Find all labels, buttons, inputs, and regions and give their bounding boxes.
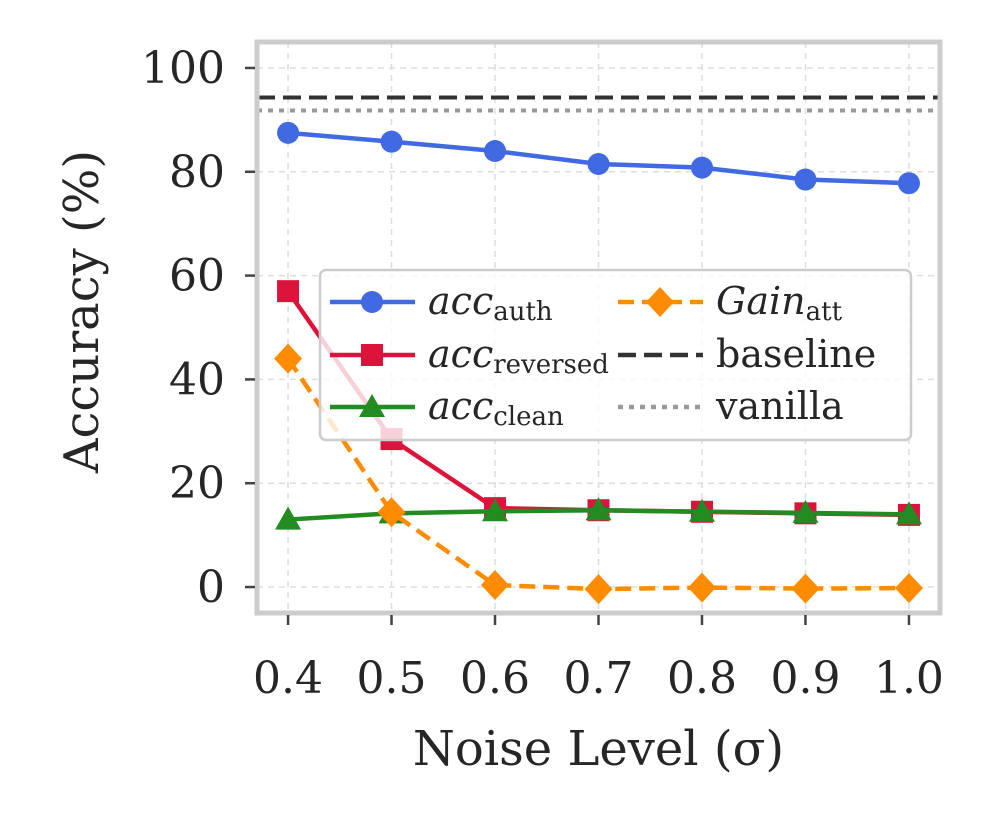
x-tick-label-0: 0.4 xyxy=(253,653,323,704)
gain-att-point-2 xyxy=(481,569,510,600)
x-axis-title: Noise Level (σ) xyxy=(413,721,784,777)
gain-att-point-3 xyxy=(584,574,613,605)
y-tick-label-1: 20 xyxy=(169,458,225,509)
acc-reversed-point-0 xyxy=(277,280,300,303)
y-tick-label-2: 40 xyxy=(169,354,225,405)
acc-clean-point-4 xyxy=(688,498,715,522)
y-tick-label-3: 60 xyxy=(169,251,225,302)
gain-att-point-1 xyxy=(377,497,406,528)
legend-entry-acc-reversed: accreversed xyxy=(330,332,609,380)
y-tick-label-0: 0 xyxy=(197,562,225,613)
legend-label-acc-clean: accclean xyxy=(428,384,564,432)
x-tick-label-1: 0.5 xyxy=(357,653,427,704)
series-acc-auth xyxy=(277,121,920,195)
gain-att-point-4 xyxy=(687,572,716,603)
acc-auth-point-2 xyxy=(484,140,507,163)
legend-label-baseline: baseline xyxy=(716,332,876,376)
acc-auth-point-5 xyxy=(794,168,817,191)
legend-label-vanilla: vanilla xyxy=(715,384,844,428)
acc-auth-point-0 xyxy=(277,121,300,144)
y-axis-title: Accuracy (%) xyxy=(54,150,110,474)
legend-entry-baseline: baseline xyxy=(618,332,876,376)
acc-auth-point-4 xyxy=(690,156,713,179)
y-tick-label-4: 80 xyxy=(169,147,225,198)
x-tick-label-2: 0.6 xyxy=(460,653,530,704)
legend-marker-acc-auth xyxy=(361,291,383,313)
acc-auth-point-6 xyxy=(897,172,920,195)
acc-auth-point-1 xyxy=(380,130,403,153)
x-tick-label-6: 1.0 xyxy=(874,653,944,704)
x-tick-label-4: 0.8 xyxy=(667,653,737,704)
plot-frame xyxy=(254,39,943,616)
y-axis-ticks: 0 20 40 60 80 100 xyxy=(141,43,255,613)
acc-clean-point-2 xyxy=(482,498,509,522)
legend-marker-acc-clean xyxy=(359,394,385,417)
acc-auth-point-3 xyxy=(587,152,610,175)
acc-clean-point-6 xyxy=(895,501,922,525)
x-tick-label-5: 0.9 xyxy=(770,653,840,704)
gain-att-point-0 xyxy=(274,343,303,374)
legend-entry-gain-att: Gainatt xyxy=(618,279,843,327)
legend-label-acc-auth: accauth xyxy=(428,279,553,327)
reference-lines xyxy=(257,95,940,113)
series-acc-clean xyxy=(275,497,922,530)
x-axis-ticks: 0.4 0.5 0.6 0.7 0.8 0.9 1.0 xyxy=(253,615,944,704)
acc-clean-point-0 xyxy=(275,506,302,530)
legend-label-gain-att: Gainatt xyxy=(716,279,843,327)
x-tick-label-3: 0.7 xyxy=(564,653,634,704)
legend-entry-acc-clean: accclean xyxy=(330,384,564,432)
gain-att-point-5 xyxy=(791,573,820,604)
legend-box xyxy=(318,268,913,442)
gain-att-point-6 xyxy=(894,573,923,604)
legend-entry-vanilla: vanilla xyxy=(618,384,844,428)
legend-marker-gain-att xyxy=(646,287,674,317)
legend-entry-acc-auth: accauth xyxy=(330,279,553,327)
legend-marker-acc-reversed xyxy=(361,344,383,366)
legend-label-acc-reversed: accreversed xyxy=(428,332,609,380)
y-tick-label-5: 100 xyxy=(141,43,225,94)
acc-clean-point-3 xyxy=(585,497,612,521)
series xyxy=(274,121,923,605)
acc-clean-point-5 xyxy=(792,499,819,523)
series-gain-att xyxy=(274,343,923,605)
